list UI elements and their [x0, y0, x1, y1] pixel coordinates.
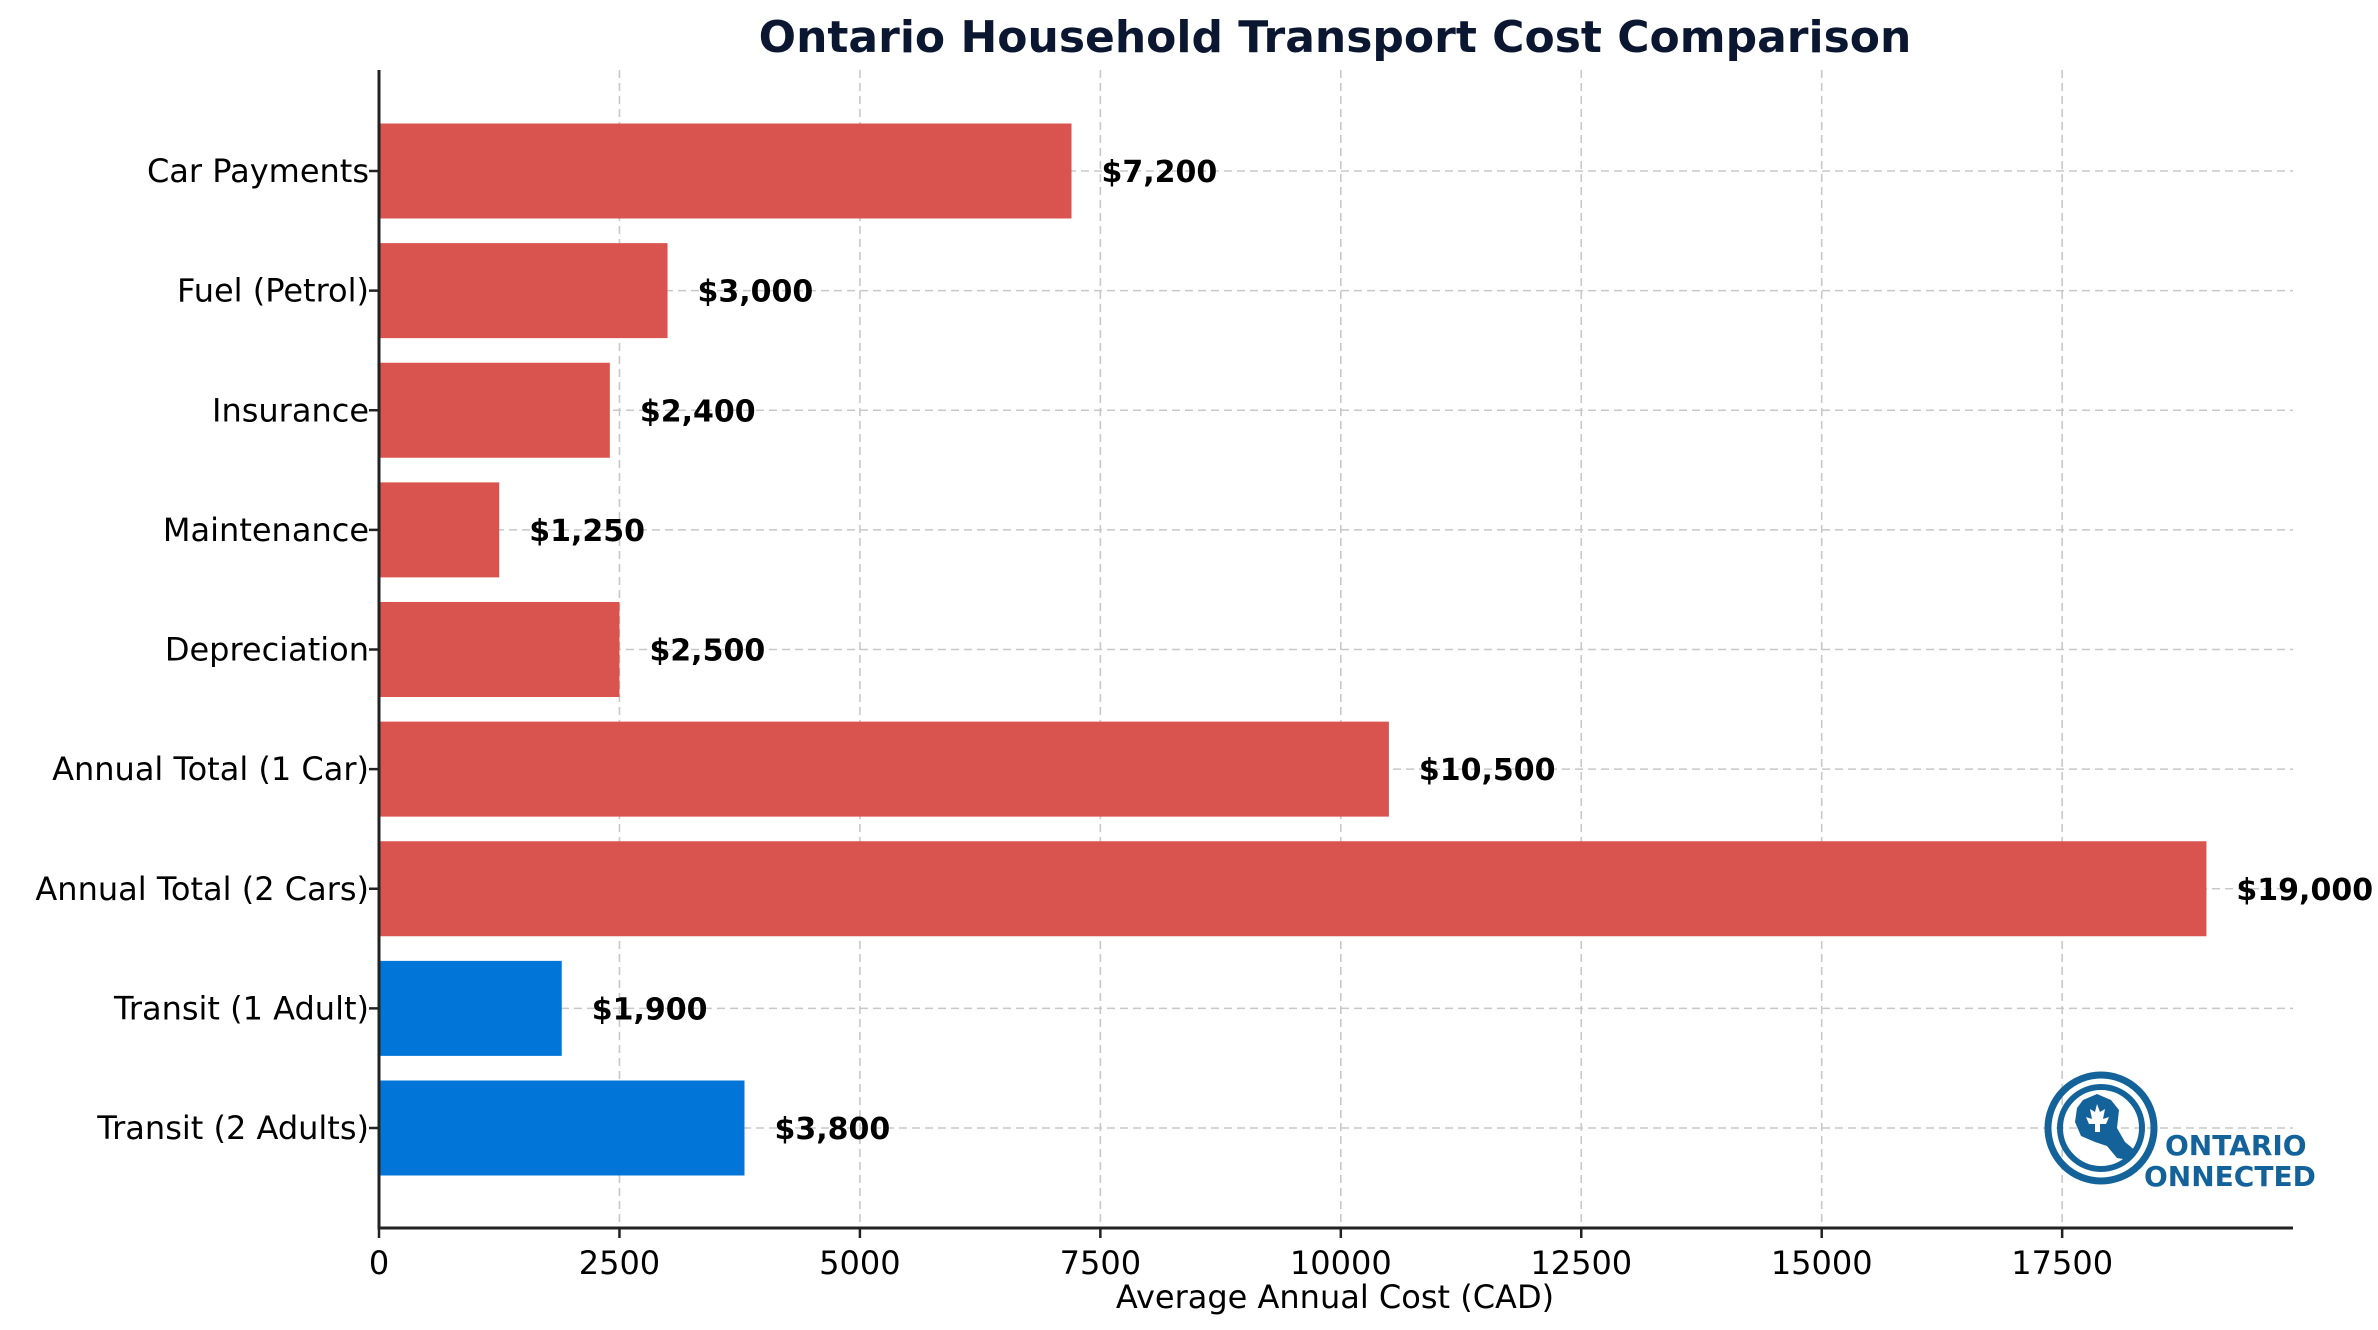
logo-outer-ring-icon — [2044, 1071, 2158, 1185]
data-label: $1,250 — [529, 514, 645, 549]
y-tick-label: Fuel (Petrol) — [177, 272, 369, 310]
data-labels: $7,200 $3,000 $2,400 $1,250 $2,500 $10,500 $19… — [529, 155, 2373, 1147]
data-label: $2,500 — [649, 634, 765, 669]
y-tick-label: Transit (1 Adult) — [113, 989, 369, 1027]
y-tick-label: Depreciation — [165, 631, 369, 669]
data-label: $10,500 — [1419, 753, 1556, 788]
data-label: $1,900 — [592, 992, 708, 1027]
data-label: $7,200 — [1102, 155, 1218, 190]
y-tick-label: Annual Total (1 Car) — [52, 750, 369, 788]
y-tick-label: Transit (2 Adults) — [96, 1109, 369, 1147]
data-label: $3,000 — [698, 275, 814, 310]
maple-leaf-icon — [2086, 1104, 2109, 1132]
x-tick-label: 10000 — [1290, 1244, 1392, 1282]
bar-depreciation — [379, 602, 620, 697]
x-axis-ticks: 0 2500 5000 7500 10000 12500 15000 17500 — [369, 1228, 2113, 1282]
logo-inner-ring-icon — [2057, 1084, 2145, 1172]
bar-insurance — [379, 362, 610, 458]
y-tick-label: Car Payments — [147, 152, 369, 190]
x-tick-label: 7500 — [1060, 1244, 1141, 1282]
x-tick-label: 17500 — [2011, 1244, 2113, 1282]
y-tick-label: Insurance — [212, 391, 369, 429]
bar-car-payments — [379, 123, 1072, 219]
bar-transit-1-adult — [379, 960, 562, 1056]
chart-title: Ontario Household Transport Cost Compari… — [759, 12, 1912, 63]
bars — [379, 123, 2207, 1176]
y-tick-label: Maintenance — [163, 511, 369, 549]
bar-annual-total-2-cars — [379, 841, 2207, 937]
bar-fuel-petrol — [379, 243, 668, 339]
ontario-connected-logo: ONTARIO ONNECTED — [2044, 1071, 2316, 1193]
bar-annual-total-1-car — [379, 721, 1389, 817]
logo-line-2: ONNECTED — [2144, 1160, 2316, 1193]
x-tick-label: 0 — [369, 1244, 389, 1282]
data-label: $19,000 — [2236, 873, 2373, 908]
y-tick-label: Annual Total (2 Cars) — [35, 870, 369, 908]
y-axis-ticks: Car Payments Fuel (Petrol) Insurance Mainte… — [35, 152, 379, 1147]
logo-line-1: ONTARIO — [2165, 1129, 2307, 1162]
bar-maintenance — [379, 482, 500, 578]
ontario-map-icon — [2075, 1094, 2137, 1160]
bar-transit-2-adults — [379, 1080, 745, 1176]
data-label: $2,400 — [640, 394, 756, 429]
x-tick-label: 12500 — [1530, 1244, 1632, 1282]
x-tick-label: 2500 — [579, 1244, 660, 1282]
x-tick-label: 5000 — [819, 1244, 900, 1282]
data-label: $3,800 — [774, 1112, 890, 1147]
x-tick-label: 15000 — [1771, 1244, 1873, 1282]
x-axis-label: Average Annual Cost (CAD) — [1116, 1278, 1554, 1316]
